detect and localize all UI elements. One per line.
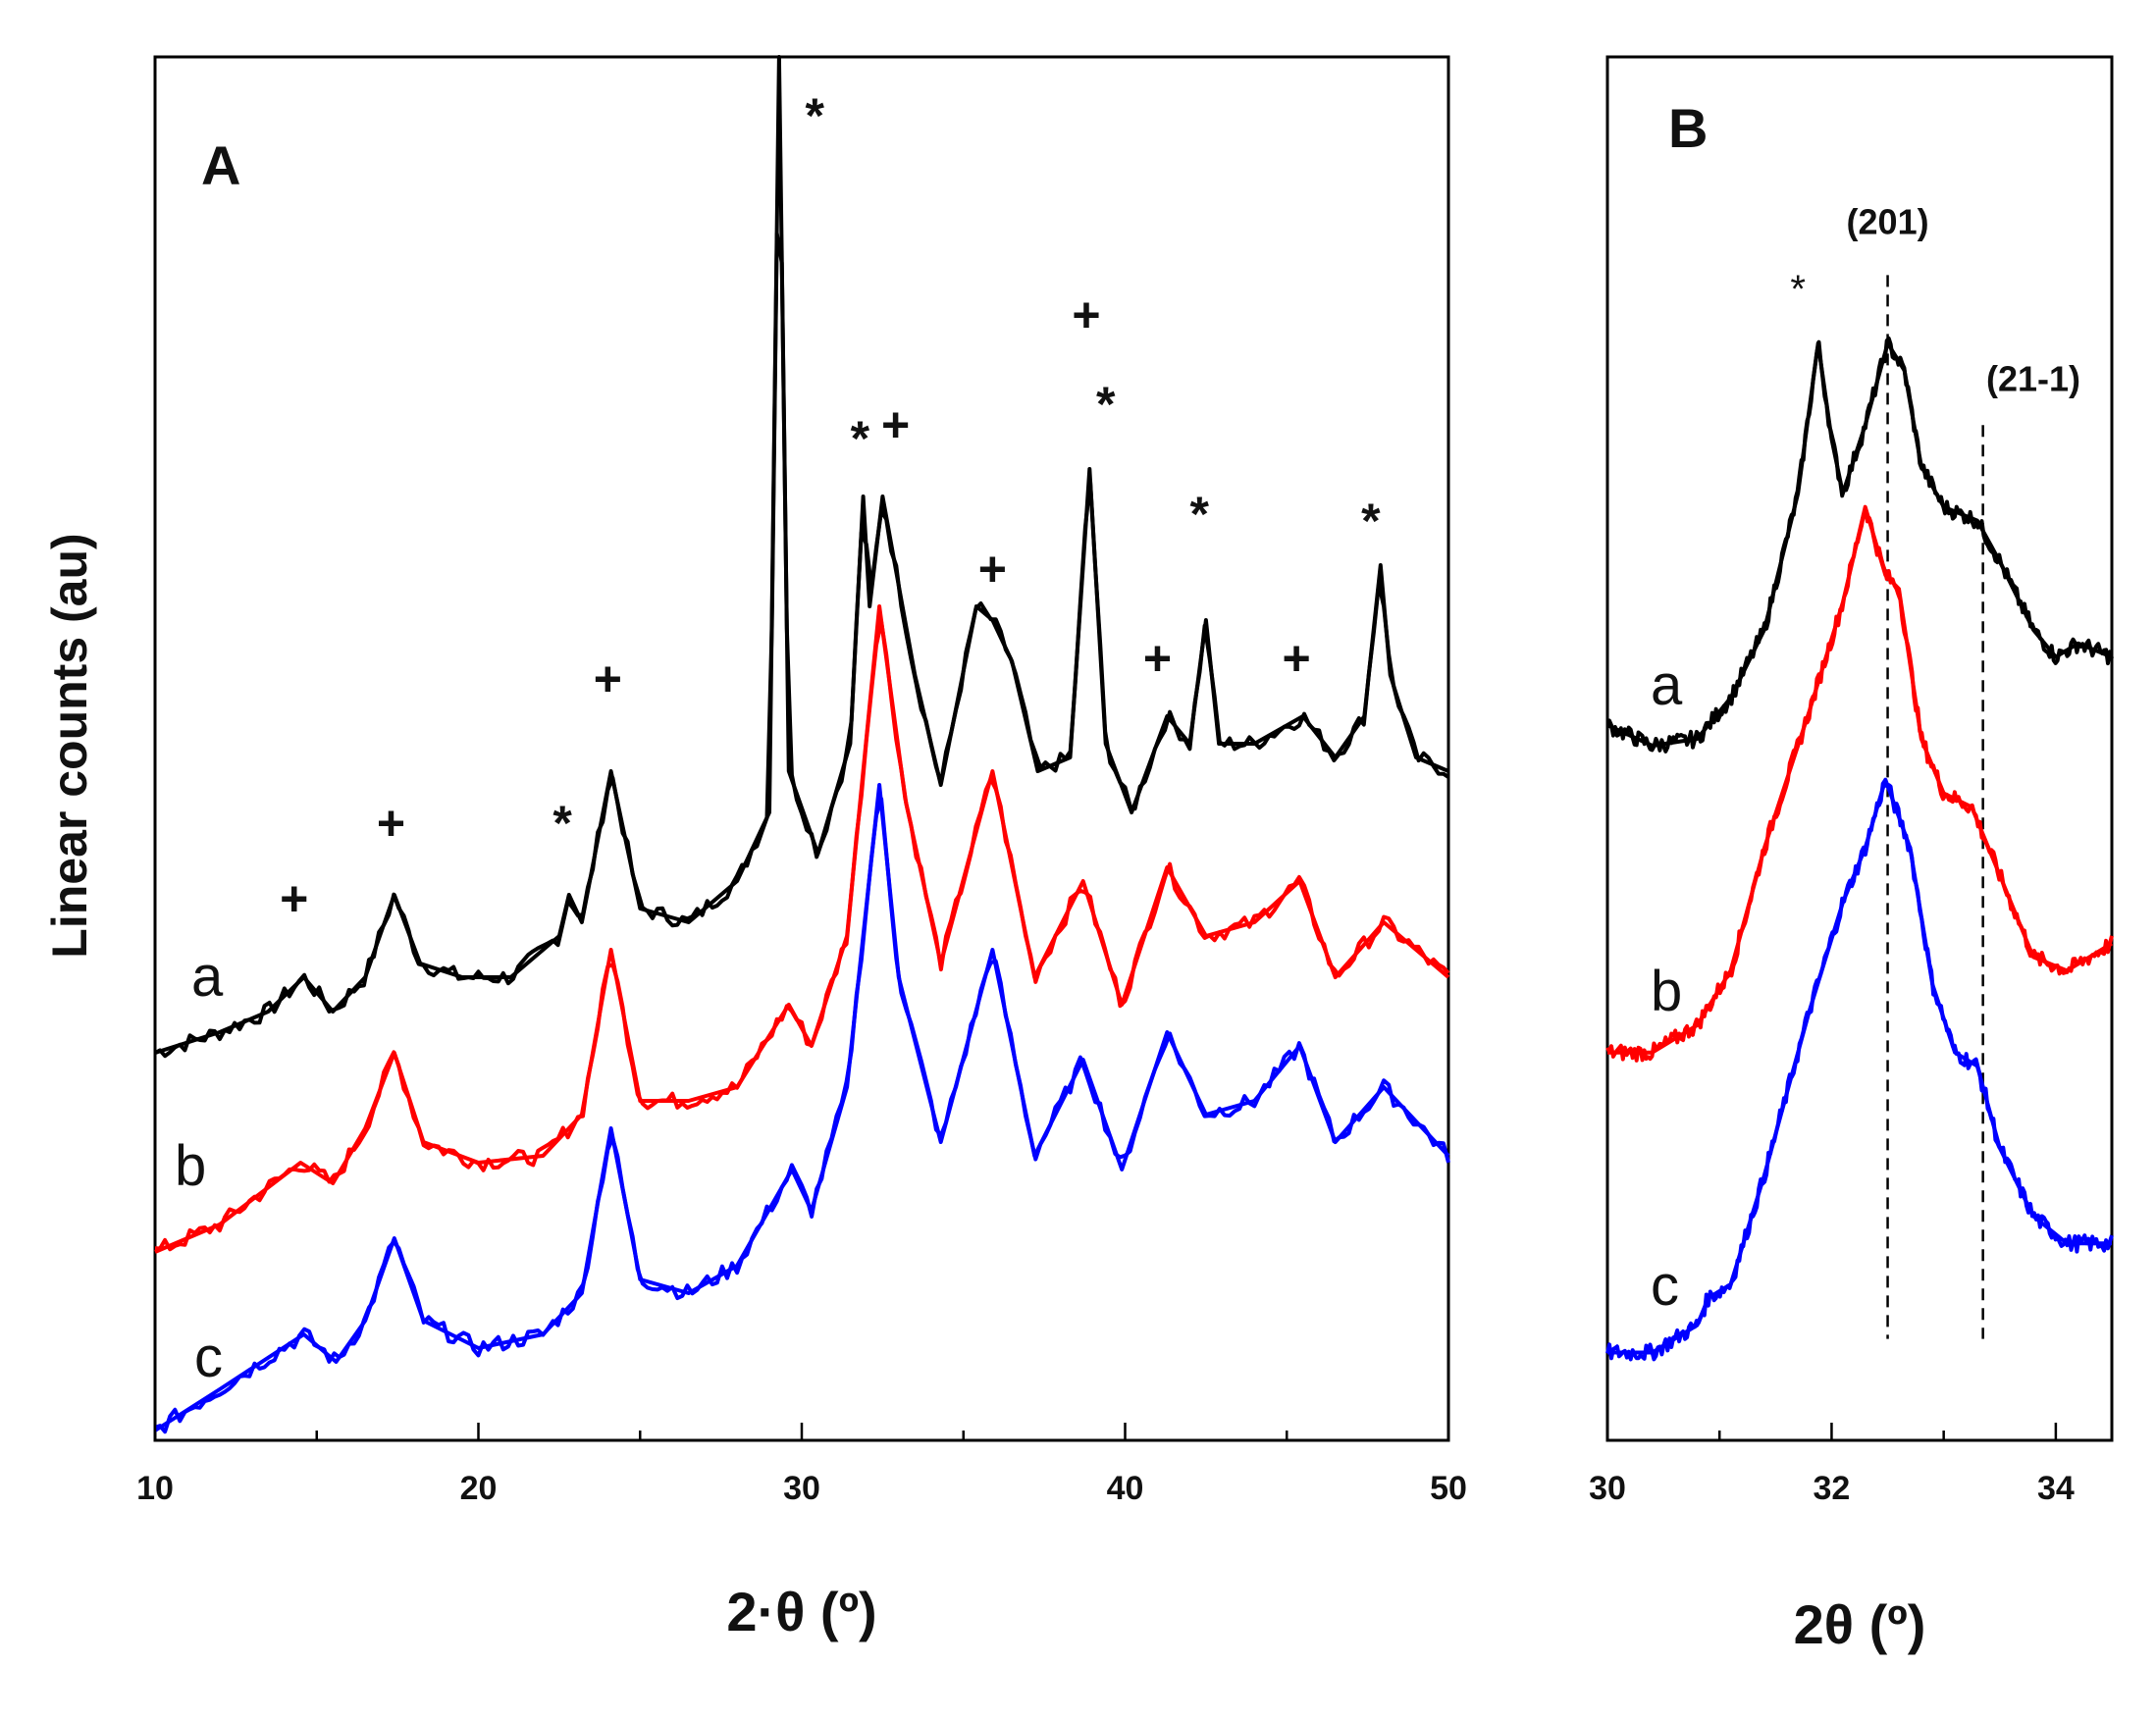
panel-a-label-a: a: [191, 945, 224, 1009]
x-tick-label: 20: [460, 1470, 498, 1507]
series-a-line: [1605, 336, 2114, 754]
series-b-line: [1605, 508, 2114, 1063]
panel-b-reference-lines: [1886, 275, 1984, 1339]
series-c-line: [154, 797, 1450, 1434]
x-tick-label: 30: [1589, 1470, 1626, 1507]
series-b-peaks: [154, 604, 1450, 1254]
hkl-label: (201): [1847, 202, 1929, 242]
panel-a-label-b: b: [175, 1134, 206, 1198]
plus-marker: +: [1283, 631, 1311, 686]
plus-marker: +: [1143, 631, 1172, 686]
plus-marker: +: [280, 871, 308, 926]
panel-a-label-c: c: [194, 1326, 223, 1389]
panel-b-series: [1605, 336, 2114, 1362]
panel-a-frame: [153, 55, 1450, 1442]
x-tick-label: 34: [2037, 1470, 2075, 1507]
panel-b-x-axis-title: 2θ (º): [1794, 1593, 1926, 1655]
series-b-peaks: [1607, 504, 2114, 1055]
series-a-peaks: [1606, 340, 2113, 748]
series-c-line: [1605, 778, 2114, 1362]
panel-b-label-b: b: [1651, 960, 1682, 1023]
asterisk-marker: *: [1361, 494, 1381, 548]
plus-marker: +: [978, 542, 1007, 597]
x-tick-label: 32: [1814, 1470, 1851, 1507]
panel-a: 10 20 30 40 50 ++ *+** +++**+ +* A a b c 2·θ (º…: [42, 55, 1467, 1642]
x-tick-label: 10: [136, 1470, 174, 1507]
panel-a-series: [153, 55, 1450, 1434]
panel-b-x-axis: 30 32 34: [1589, 1423, 2075, 1507]
y-axis-title: Linear counts (au): [42, 533, 97, 958]
x-tick-label: 40: [1107, 1470, 1144, 1507]
panel-b-label-a: a: [1651, 653, 1683, 717]
asterisk-marker: *: [805, 88, 824, 143]
asterisk-marker: *: [1190, 487, 1210, 542]
asterisk-marker: *: [1096, 377, 1116, 432]
x-tick-label: 50: [1430, 1470, 1467, 1507]
series-c-peaks: [1607, 777, 2112, 1355]
series-b-line: [154, 619, 1450, 1252]
panel-a-letter: A: [201, 134, 240, 196]
panel-b-annotations: (201) (21-1) *: [1790, 202, 2080, 399]
panel-b: 30 32 34 (201) (21-1) * B a b c 2θ (º): [1589, 55, 2114, 1655]
panel-a-annotations: ++ *+** +++**+ +*: [280, 88, 1381, 926]
x-tick-label: 30: [783, 1470, 820, 1507]
asterisk-marker: *: [851, 411, 870, 466]
series-c-peaks: [153, 783, 1450, 1432]
panel-b-frame: [1605, 55, 2114, 1442]
hkl-label: (21-1): [1986, 359, 2080, 399]
plus-marker: +: [1072, 287, 1100, 342]
panel-a-x-axis: 10 20 30 40 50: [136, 1423, 1467, 1507]
panel-b-label-c: c: [1651, 1254, 1679, 1318]
panel-a-x-axis-title: 2·θ (º): [726, 1581, 876, 1642]
plus-marker: +: [881, 397, 910, 452]
panel-b-letter: B: [1668, 97, 1708, 159]
series-a-line: [154, 232, 1450, 1059]
asterisk-marker: *: [552, 796, 572, 851]
plus-marker: +: [594, 651, 622, 706]
series-a-peaks: [154, 55, 1449, 1055]
asterisk-marker: *: [1790, 268, 1806, 311]
plus-marker: +: [377, 796, 405, 851]
